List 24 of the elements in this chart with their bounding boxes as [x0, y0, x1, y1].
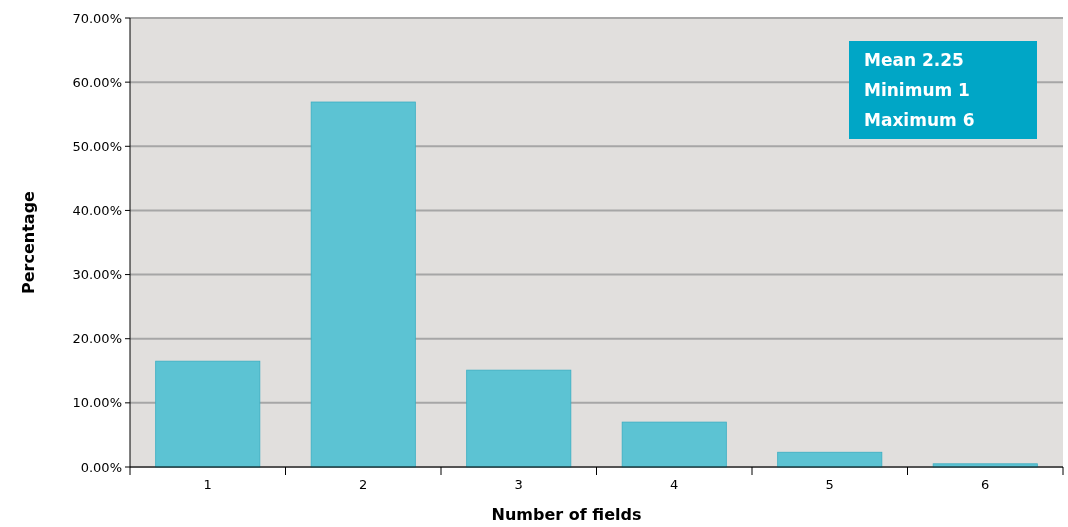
y-tick-label: 30.00%: [72, 267, 122, 283]
x-tick-label: 4: [670, 477, 679, 492]
bar: [621, 421, 727, 468]
x-tick-label: 3: [514, 477, 523, 492]
annotation: Mean 2.25: [864, 50, 964, 70]
x-tick-label: 2: [359, 477, 368, 492]
x-tick-label: 1: [203, 477, 212, 492]
y-tick-label: 60.00%: [72, 74, 122, 90]
bar: [777, 451, 883, 468]
x-axis-title: Number of fields: [491, 505, 642, 524]
x-tick-label: 6: [981, 477, 990, 492]
bar: [466, 369, 572, 468]
y-tick-label: 0.00%: [80, 459, 122, 475]
y-tick-label: 10.00%: [72, 395, 122, 411]
y-tick-label: 20.00%: [72, 331, 122, 347]
bar: [155, 360, 261, 468]
annotation: Minimum 1: [864, 80, 970, 100]
x-tick-label: 5: [825, 477, 834, 492]
y-tick-label: 50.00%: [72, 138, 122, 154]
bar: [310, 101, 416, 468]
annotation: Maximum 6: [864, 110, 975, 130]
y-tick-label: 40.00%: [72, 202, 122, 218]
y-axis-title: Percentage: [19, 190, 38, 294]
y-tick-label: 70.00%: [72, 10, 122, 26]
